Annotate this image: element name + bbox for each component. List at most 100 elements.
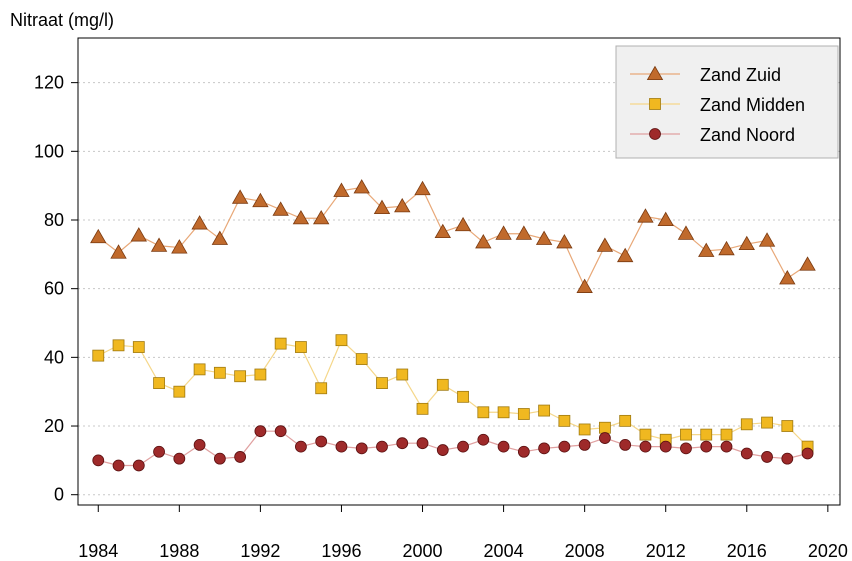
data-point bbox=[130, 227, 147, 242]
data-point bbox=[740, 447, 753, 460]
x-tick-label-2008: 2008 bbox=[565, 541, 605, 561]
data-point bbox=[700, 428, 713, 441]
data-point bbox=[497, 440, 510, 453]
data-point bbox=[801, 447, 814, 460]
data-point bbox=[353, 179, 370, 194]
data-point bbox=[497, 406, 510, 419]
data-point bbox=[436, 444, 449, 456]
data-point bbox=[193, 439, 206, 451]
data-point bbox=[596, 237, 614, 252]
data-point bbox=[457, 390, 469, 403]
legend-label: Zand Zuid bbox=[700, 65, 781, 85]
legend: Zand Zuid Zand Midden Zand Noord bbox=[615, 45, 839, 159]
legend-item: Zand Noord bbox=[630, 125, 795, 145]
data-point bbox=[680, 428, 692, 441]
x-tick-label-2020: 2020 bbox=[808, 541, 848, 561]
data-point bbox=[153, 445, 165, 458]
data-point bbox=[193, 363, 206, 376]
legend-marker bbox=[649, 128, 661, 140]
data-point bbox=[517, 445, 530, 458]
data-point bbox=[153, 377, 165, 389]
data-point bbox=[274, 337, 287, 350]
legend-marker bbox=[646, 65, 664, 81]
data-point bbox=[779, 270, 796, 285]
data-point bbox=[619, 439, 632, 451]
y-tick-label-80: 80 bbox=[44, 210, 64, 230]
plot-frame bbox=[77, 37, 841, 506]
data-point bbox=[718, 240, 735, 256]
data-point bbox=[599, 421, 611, 434]
data-point bbox=[637, 208, 654, 223]
data-point bbox=[416, 402, 429, 415]
data-point bbox=[578, 423, 591, 436]
data-point bbox=[252, 192, 269, 208]
x-tick-label-2000: 2000 bbox=[402, 541, 442, 561]
data-point bbox=[376, 440, 388, 453]
data-point bbox=[758, 232, 776, 247]
data-point bbox=[173, 452, 186, 465]
legend-item: Zand Zuid bbox=[630, 65, 781, 85]
series-layer bbox=[90, 179, 816, 472]
data-point bbox=[457, 440, 469, 453]
data-point bbox=[515, 225, 533, 240]
data-point bbox=[740, 418, 753, 431]
data-point bbox=[335, 440, 348, 453]
data-point bbox=[799, 256, 816, 271]
y-tick-label-0: 0 bbox=[54, 485, 64, 505]
data-point bbox=[599, 432, 611, 444]
x-tick-label-2012: 2012 bbox=[646, 541, 686, 561]
x-tick-label-1996: 1996 bbox=[321, 541, 361, 561]
data-point bbox=[720, 428, 733, 441]
data-point bbox=[173, 385, 186, 398]
data-point bbox=[761, 451, 773, 463]
data-point bbox=[394, 197, 411, 213]
data-point bbox=[234, 451, 247, 463]
data-point bbox=[333, 182, 350, 197]
data-point bbox=[132, 459, 145, 472]
data-point bbox=[475, 234, 492, 249]
data-point bbox=[578, 439, 591, 451]
y-tick-label-40: 40 bbox=[44, 347, 64, 367]
series-line bbox=[97, 186, 808, 289]
data-point bbox=[292, 209, 310, 225]
data-point bbox=[616, 247, 634, 263]
data-point bbox=[313, 209, 330, 225]
data-point bbox=[213, 452, 226, 465]
data-point bbox=[112, 459, 125, 472]
legend-label: Zand Midden bbox=[700, 95, 805, 115]
x-tick-label-2004: 2004 bbox=[484, 541, 524, 561]
data-point bbox=[92, 349, 105, 362]
data-point bbox=[376, 377, 388, 389]
legend-marker bbox=[649, 98, 661, 110]
data-point bbox=[295, 341, 307, 353]
data-point bbox=[191, 215, 208, 230]
data-point bbox=[538, 404, 551, 417]
data-point bbox=[720, 440, 733, 453]
data-point bbox=[272, 201, 289, 216]
data-point bbox=[738, 235, 755, 251]
data-point bbox=[434, 223, 451, 239]
data-point bbox=[396, 437, 409, 450]
data-point bbox=[558, 414, 571, 427]
series-zand-noord bbox=[92, 425, 814, 472]
data-point bbox=[211, 230, 229, 245]
data-point bbox=[254, 425, 267, 438]
data-point bbox=[416, 437, 429, 450]
data-point bbox=[781, 420, 794, 432]
y-axis-ticks: 0 20 40 60 80 100 120 bbox=[34, 73, 78, 505]
data-point bbox=[414, 180, 431, 196]
x-axis-ticks: 1984 1988 1992 1996 2000 2004 2008 2012 2016 2020 bbox=[78, 505, 848, 561]
x-tick-label-2016: 2016 bbox=[727, 541, 767, 561]
data-point bbox=[535, 230, 553, 245]
data-point bbox=[619, 414, 632, 427]
x-tick-label-1984: 1984 bbox=[78, 541, 118, 561]
data-point bbox=[295, 440, 307, 453]
y-axis-title: Nitraat (mg/l) bbox=[10, 10, 114, 30]
data-point bbox=[558, 440, 571, 453]
data-point bbox=[761, 416, 773, 429]
legend-item: Zand Midden bbox=[630, 95, 805, 115]
y-tick-label-20: 20 bbox=[44, 416, 64, 436]
y-tick-label-60: 60 bbox=[44, 279, 64, 299]
data-point bbox=[477, 406, 490, 419]
